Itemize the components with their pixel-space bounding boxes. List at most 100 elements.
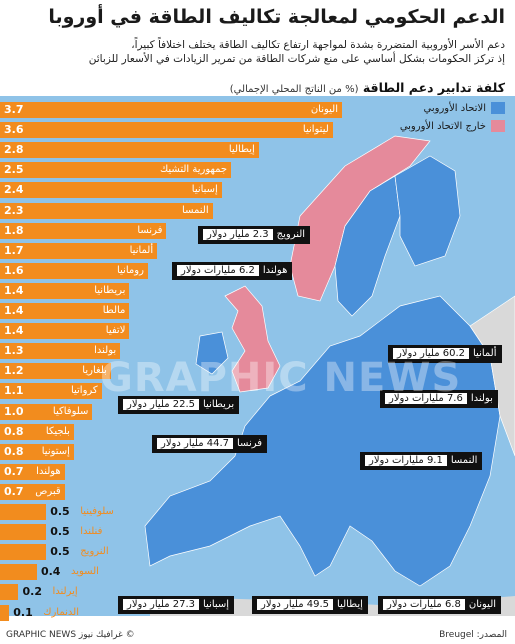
bar-label-11: لاتفيا <box>105 325 126 337</box>
callout-country: فرنسا <box>237 438 263 449</box>
callout-amount: 9.1 مليارات دولار <box>365 455 447 466</box>
bar-16 <box>0 423 74 440</box>
bar-19 <box>0 483 65 500</box>
bar-label-14: كرواتيا <box>70 385 98 397</box>
bar-value-18: 0.7 <box>4 464 24 478</box>
bar-3 <box>0 162 232 179</box>
callout-country: بولندا <box>470 393 493 404</box>
callout-0: النرويج2.3 مليار دولار <box>198 226 311 244</box>
bar-2 <box>0 142 259 159</box>
callout-amount: 2.3 مليار دولار <box>203 229 273 240</box>
bar-20 <box>0 504 47 520</box>
bar-label-18: هولندا <box>36 465 61 477</box>
callout-amount: 6.2 مليارات دولار <box>177 265 259 276</box>
bar-value-4: 2.4 <box>4 183 24 197</box>
legend-item-eu: الاتحاد الأوروبي <box>400 102 505 114</box>
map-finland <box>394 155 461 267</box>
bar-label-3: جمهورية التشيك <box>159 164 228 176</box>
bar-1 <box>0 122 333 139</box>
bar-value-17: 0.8 <box>4 444 24 458</box>
legend-swatch-eu <box>491 102 505 114</box>
callout-country: ألمانيا <box>473 348 497 359</box>
bar-value-0: 3.7 <box>4 103 24 116</box>
bar-chart: 3.7 اليونان 3.6 ليتوانيا 2.8 إيطاليا 2.5 جمهوري… <box>0 100 360 621</box>
bar-label-6: فرنسا <box>137 224 163 236</box>
callout-country: بريطانيا <box>203 399 235 410</box>
bar-0 <box>0 102 342 118</box>
callout-country: هولندا <box>262 265 288 276</box>
bar-4 <box>0 182 222 199</box>
bar-label-17: إستونيا <box>41 445 70 457</box>
bar-label-12: بولندا <box>94 345 117 357</box>
callout-3: بولندا7.6 مليارات دولار <box>380 390 498 408</box>
callout-country: إسبانيا <box>203 599 230 610</box>
callout-country: اليونان <box>468 599 497 610</box>
bar-value-2: 2.8 <box>4 143 24 157</box>
bar-value-15: 1.0 <box>4 404 24 418</box>
bar-value-8: 1.6 <box>4 263 24 277</box>
callout-country: النمسا <box>450 455 478 466</box>
callout-country: إيطاليا <box>337 599 363 610</box>
callout-6: النمسا9.1 مليارات دولار <box>360 452 483 470</box>
page-title: الدعم الحكومي لمعالجة تكاليف الطاقة في أ… <box>48 6 505 28</box>
bar-value-10: 1.4 <box>4 304 24 317</box>
bar-label-9: بريطانيا <box>94 284 126 296</box>
bar-14 <box>0 383 102 400</box>
bar-label-15: سلوفاكيا <box>52 405 89 417</box>
bar-value-1: 3.6 <box>4 123 24 137</box>
subtitle-line-1: دعم الأسر الأوروبية المتضررة بشدة لمواجه… <box>131 39 505 51</box>
callout-amount: 6.8 مليارات دولار <box>383 599 465 610</box>
bar-value-3: 2.5 <box>4 163 24 177</box>
bar-label-19: قبرص <box>35 485 61 497</box>
bar-label-13: بلغاريا <box>82 365 107 377</box>
bar-label-4: إسبانيا <box>191 184 218 196</box>
subtitle-line-2: إذ تركز الحكومات بشكل أساسي على منع شركا… <box>88 53 505 65</box>
callout-amount: 60.2 مليار دولار <box>393 348 469 359</box>
bar-8 <box>0 262 148 279</box>
credit: © غرافيك نيوز GRAPHIC NEWS <box>6 630 135 640</box>
callout-country: النرويج <box>276 229 306 240</box>
callout-9: إسبانيا 27.3 مليار دولار <box>118 596 235 614</box>
callout-5: فرنسا 44.7 مليار دولار <box>152 435 268 453</box>
map-legend: الاتحاد الأوروبي خارج الاتحاد الأوروبي <box>400 102 505 138</box>
bar-24 <box>0 584 19 601</box>
bar-22 <box>0 544 47 561</box>
bar-value-5: 2.3 <box>4 203 24 217</box>
bar-label-10: مالطا <box>102 305 126 316</box>
bar-value-11: 1.4 <box>4 324 24 338</box>
callout-amount: 7.6 مليارات دولار <box>385 393 467 404</box>
chart-unit: (% من الناتج المحلي الإجمالي) <box>229 84 359 95</box>
subtitle: دعم الأسر الأوروبية المتضررة بشدة لمواجه… <box>10 38 505 66</box>
bar-label-2: إيطاليا <box>228 144 255 156</box>
callout-amount: 22.5 مليار دولار <box>123 399 199 410</box>
callout-2: ألمانيا 60.2 مليار دولار <box>388 345 502 363</box>
legend-item-non-eu: خارج الاتحاد الأوروبي <box>400 120 505 132</box>
bar-value-20: 0.5 <box>50 505 70 518</box>
bar-6 <box>0 222 167 239</box>
bar-23 <box>0 564 37 581</box>
bar-11 <box>0 323 130 340</box>
bar-value-22: 0.5 <box>50 545 70 559</box>
callout-7: اليونان6.8 مليارات دولار <box>378 596 502 614</box>
bar-label-23: السويد <box>70 566 99 578</box>
chart-title: كلفة تدابير دعم الطاقة (% من الناتج المح… <box>10 80 505 95</box>
bar-label-21: فنلندا <box>80 526 103 538</box>
callout-4: بريطانيا 22.5 مليار دولار <box>118 396 240 414</box>
bar-7 <box>0 242 158 259</box>
bar-value-23: 0.4 <box>40 565 61 579</box>
bar-9 <box>0 282 130 299</box>
bar-value-19: 0.7 <box>4 484 24 498</box>
bar-value-9: 1.4 <box>4 283 24 297</box>
bar-21 <box>0 524 47 541</box>
bar-value-16: 0.8 <box>4 424 24 438</box>
bar-label-24: إيرلندا <box>52 586 78 598</box>
chart-title-text: كلفة تدابير دعم الطاقة <box>362 80 505 95</box>
bar-18 <box>0 463 65 480</box>
bar-label-25: الدنمارك <box>43 606 79 618</box>
bar-label-20: سلوفينيا <box>80 506 114 517</box>
bar-label-8: رومانيا <box>116 264 144 276</box>
bar-15 <box>0 403 93 420</box>
bar-5 <box>0 202 213 219</box>
watermark: GRAPHIC NEWS <box>100 355 462 401</box>
bar-25 <box>0 604 10 621</box>
